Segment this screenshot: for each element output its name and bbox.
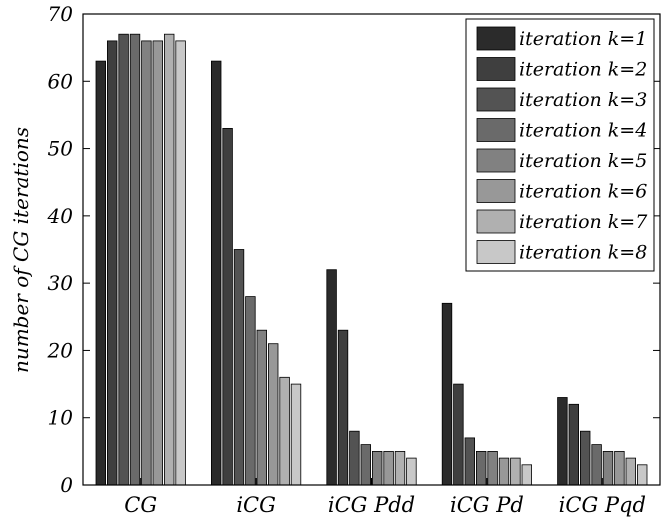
bar — [602, 450, 614, 486]
bar — [371, 450, 383, 486]
legend: iteration k=1 iteration k=2 iteration k=3 i… — [465, 18, 655, 272]
bar — [279, 376, 290, 486]
bar — [290, 383, 302, 486]
y-tick-label: 70 — [48, 2, 74, 26]
bar — [326, 269, 337, 486]
x-tick-label: iCG Pqd — [559, 493, 646, 517]
bar — [95, 60, 107, 486]
bar — [163, 33, 175, 486]
legend-swatch — [476, 179, 516, 203]
bar — [152, 40, 164, 486]
bar — [210, 60, 222, 486]
bar — [245, 296, 256, 486]
bar — [453, 383, 464, 486]
legend-swatch — [476, 209, 516, 234]
legend-label: iteration k=3 — [519, 89, 647, 111]
bar — [441, 302, 453, 486]
y-tick-label: 0 — [60, 473, 73, 497]
y-tick-label: 50 — [48, 137, 74, 161]
bar — [349, 430, 360, 486]
legend-label: iteration k=2 — [519, 59, 647, 81]
bar — [637, 464, 648, 486]
bar — [337, 329, 349, 486]
legend-label: iteration k=7 — [519, 211, 648, 233]
bar — [383, 450, 394, 486]
bar — [487, 450, 498, 486]
bar — [498, 457, 510, 486]
bar — [256, 329, 268, 486]
bar — [118, 33, 129, 486]
y-tick-label: 20 — [47, 338, 74, 362]
bar — [475, 450, 487, 486]
legend-label: iteration k=6 — [519, 181, 647, 203]
bar — [521, 464, 533, 486]
legend-swatch — [476, 26, 516, 51]
y-tick-label: 40 — [47, 204, 74, 228]
x-tick-label: iCG Pd — [450, 493, 524, 517]
legend-label: iteration k=5 — [519, 150, 647, 172]
legend-label: iteration k=1 — [519, 28, 647, 50]
y-tick-label: 30 — [48, 271, 74, 295]
y-axis-ticks: 0 10 20 30 40 50 60 70 — [47, 2, 660, 497]
x-axis-labels: CG iCG iCG Pdd iCG Pd iCG Pqd — [124, 478, 646, 517]
bar — [510, 457, 521, 486]
bar — [360, 444, 372, 486]
legend-swatch — [476, 57, 516, 81]
legend-label: iteration k=4 — [519, 120, 647, 142]
bar — [233, 249, 245, 486]
bar — [464, 437, 476, 486]
bar — [591, 444, 602, 486]
x-tick-label: iCG — [236, 493, 276, 517]
bar — [394, 450, 406, 486]
y-tick-label: 60 — [48, 69, 74, 93]
legend-swatch — [476, 87, 516, 112]
y-axis-title: number of CG iterations — [9, 127, 33, 373]
bar — [267, 343, 279, 486]
legend-label: iteration k=8 — [519, 242, 647, 264]
legend-swatch — [476, 148, 516, 173]
bar — [141, 40, 152, 486]
bar — [175, 40, 186, 486]
bar — [557, 397, 568, 486]
plot-frame — [82, 13, 661, 486]
bar — [568, 403, 580, 486]
x-tick-label: CG — [124, 493, 157, 517]
bar — [406, 457, 417, 486]
bar — [107, 40, 118, 486]
bar — [625, 457, 637, 486]
bar — [580, 430, 591, 486]
y-tick-label: 10 — [48, 406, 74, 430]
bar — [614, 450, 625, 486]
bar — [129, 33, 141, 486]
legend-swatch — [476, 118, 516, 142]
legend-swatch — [476, 240, 516, 264]
bar — [222, 127, 233, 486]
x-tick-label: iCG Pdd — [328, 493, 415, 517]
